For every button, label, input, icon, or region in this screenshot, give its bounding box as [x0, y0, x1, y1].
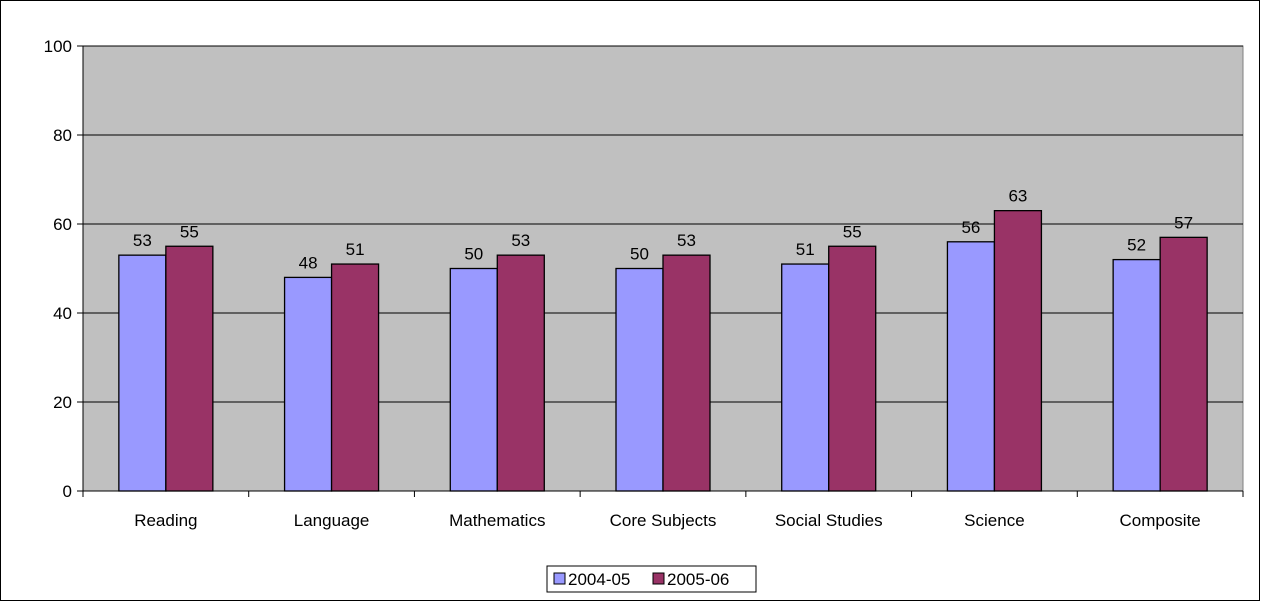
data-label-science-2005-06: 63 — [1008, 187, 1027, 206]
bar-science-2004-05 — [946, 241, 996, 492]
y-tick-label: 20 — [53, 393, 72, 412]
y-tick-label: 60 — [53, 215, 72, 234]
x-tick-label-mathematics: Mathematics — [449, 511, 545, 530]
legend-swatch-2004-05 — [553, 572, 566, 585]
data-label-language-2005-06: 51 — [346, 240, 365, 259]
bar-reading-2005-06 — [165, 245, 214, 492]
legend-box — [546, 565, 757, 593]
y-tick-label: 40 — [53, 304, 72, 323]
data-label-mathematics-2004-05: 50 — [464, 245, 483, 264]
data-label-social-studies-2004-05: 51 — [796, 240, 815, 259]
data-label-core-subjects-2004-05: 50 — [630, 245, 649, 264]
y-tick-label: 0 — [63, 482, 72, 501]
data-label-mathematics-2005-06: 53 — [511, 231, 530, 250]
bar-core-subjects-2004-05 — [615, 267, 664, 492]
bar-composite-2004-05 — [1112, 258, 1161, 492]
bar-language-2005-06 — [330, 263, 380, 492]
data-labels: 53 55 48 51 50 53 50 53 51 55 56 63 52 57 — [133, 187, 1193, 273]
data-label-composite-2005-06: 57 — [1174, 213, 1193, 232]
bar-social-studies-2004-05 — [781, 263, 830, 492]
data-label-language-2004-05: 48 — [299, 253, 318, 272]
y-tick-label: 100 — [44, 37, 72, 56]
axes: 0 20 40 60 80 100 Reading Language Mathematics Co… — [44, 37, 1244, 530]
bar-mathematics-2004-05 — [449, 267, 498, 492]
data-label-composite-2004-05: 52 — [1127, 236, 1146, 255]
legend-swatch-2005-06 — [652, 572, 665, 585]
y-tick-label: 80 — [53, 126, 72, 145]
data-label-core-subjects-2005-06: 53 — [677, 231, 696, 250]
x-tick-label-core-subjects: Core Subjects — [610, 511, 717, 530]
bar-science-2005-06 — [993, 209, 1043, 492]
x-tick-label-reading: Reading — [134, 511, 197, 530]
data-label-social-studies-2005-06: 55 — [843, 222, 862, 241]
x-tick-label-science: Science — [964, 511, 1024, 530]
data-label-reading-2005-06: 55 — [180, 222, 199, 241]
bars — [118, 209, 1208, 492]
data-label-reading-2004-05: 53 — [133, 231, 152, 250]
legend-label-2005-06: 2005-06 — [667, 570, 729, 589]
bar-core-subjects-2005-06 — [662, 254, 711, 492]
bar-language-2004-05 — [283, 276, 333, 492]
bar-reading-2004-05 — [118, 254, 167, 492]
legend-label-2004-05: 2004-05 — [568, 570, 630, 589]
bar-composite-2005-06 — [1159, 236, 1208, 492]
x-tick-label-social-studies: Social Studies — [775, 511, 883, 530]
x-tick-label-composite: Composite — [1120, 511, 1201, 530]
bar-social-studies-2005-06 — [828, 245, 877, 492]
bar-mathematics-2005-06 — [496, 254, 545, 492]
x-tick-label-language: Language — [294, 511, 370, 530]
data-label-science-2004-05: 56 — [961, 218, 980, 237]
legend: 2004-05 2005-06 — [546, 565, 757, 593]
